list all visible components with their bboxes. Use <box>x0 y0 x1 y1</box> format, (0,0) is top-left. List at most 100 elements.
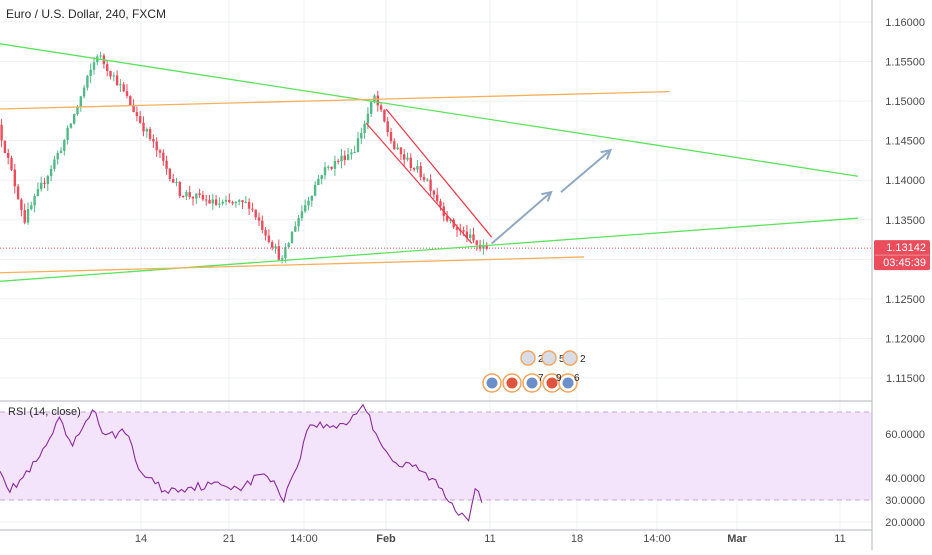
candle <box>422 173 426 183</box>
forecast-arrow[interactable] <box>491 190 553 245</box>
candle-body <box>409 157 412 169</box>
candle-body <box>132 104 135 113</box>
candle <box>30 201 33 211</box>
candle-body <box>168 168 172 180</box>
candle <box>274 243 277 254</box>
candle-body <box>310 195 313 201</box>
candle-body <box>119 84 122 86</box>
candle <box>139 111 142 124</box>
candle <box>175 177 178 187</box>
candle <box>307 196 310 211</box>
event-group-icon[interactable] <box>541 350 557 366</box>
candle <box>399 147 403 161</box>
candle-body <box>327 166 330 168</box>
time-axis-bg[interactable] <box>0 530 872 550</box>
time-tick-label: 14 <box>135 533 147 545</box>
channel-lower-line[interactable] <box>365 122 473 244</box>
candle <box>26 202 30 225</box>
candle <box>333 155 337 176</box>
candle <box>247 198 251 216</box>
candle <box>297 214 300 232</box>
candle-body <box>244 201 247 203</box>
candle <box>63 138 66 156</box>
candle-body <box>158 150 162 153</box>
event-icons-layer[interactable]: 2 5 2 7 9 6 <box>482 350 586 393</box>
candle-body <box>284 247 287 259</box>
candle-body <box>469 234 472 238</box>
candle-body <box>69 123 73 128</box>
candle-body <box>403 154 406 160</box>
candle <box>445 211 449 223</box>
candle <box>198 188 201 198</box>
candle-body <box>386 121 389 133</box>
event-flag-glyph-icon <box>562 377 574 389</box>
candle-body <box>333 160 337 169</box>
candle <box>472 227 475 244</box>
candle <box>350 149 353 160</box>
event-count-label: 6 <box>574 373 580 384</box>
time-tick-label: 14:00 <box>643 533 671 545</box>
candle <box>142 116 145 137</box>
candle-body <box>432 190 436 195</box>
forecast-arrow[interactable] <box>560 148 613 193</box>
candle <box>475 240 478 251</box>
candle <box>343 150 346 166</box>
candle <box>208 194 211 204</box>
candle-body <box>234 201 238 204</box>
candle <box>188 185 191 200</box>
candle <box>125 84 129 99</box>
candle <box>406 152 409 162</box>
candle-body <box>412 168 416 170</box>
candle-body <box>323 167 327 176</box>
event-group-icon[interactable] <box>562 350 578 366</box>
candle <box>162 149 165 166</box>
candle-body <box>247 201 251 209</box>
candle-body <box>300 211 304 219</box>
candle-body <box>449 219 452 221</box>
candle <box>135 106 139 122</box>
drawing-tools-layer[interactable] <box>0 42 859 282</box>
candle <box>416 159 419 173</box>
candle-body <box>13 169 16 187</box>
candle-body <box>152 138 155 142</box>
candle-body <box>218 203 221 205</box>
candle <box>99 51 102 59</box>
lower-orange-line[interactable] <box>0 256 585 274</box>
candle-body <box>379 105 383 110</box>
candle-body <box>241 200 244 203</box>
price-axis-bg[interactable] <box>872 0 932 550</box>
upper-green-trendline[interactable] <box>0 42 859 177</box>
candle-body <box>346 154 350 161</box>
candle-body <box>40 182 43 190</box>
rsi-line-layer <box>0 403 483 523</box>
candle <box>386 116 389 137</box>
candle <box>383 109 386 123</box>
price-tick-label: 1.14000 <box>885 175 925 187</box>
candle <box>234 201 238 208</box>
candle <box>482 239 485 255</box>
candle-body <box>178 182 181 197</box>
candle <box>261 215 264 234</box>
event-group-icon[interactable] <box>520 350 536 366</box>
event-count-label: 5 <box>559 354 565 365</box>
candle <box>89 63 92 83</box>
last-price-tag: 1.13142 03:45:39 <box>874 240 930 271</box>
candle-body <box>261 220 264 230</box>
candle-body <box>426 179 429 181</box>
rsi-indicator-label[interactable]: RSI (14, close) <box>8 406 81 418</box>
candle <box>264 227 267 241</box>
price-tick-label: 1.12500 <box>885 294 925 306</box>
candle <box>244 196 247 204</box>
channel-upper-line[interactable] <box>385 108 493 238</box>
lower-green-trendline[interactable] <box>0 217 859 282</box>
candle <box>327 165 330 171</box>
candle <box>320 174 323 185</box>
event-flag-glyph-icon <box>506 377 518 389</box>
candle <box>337 158 340 165</box>
price-tick-label: 1.11500 <box>886 373 925 385</box>
candle-body <box>205 199 208 201</box>
upper-orange-line[interactable] <box>0 90 670 110</box>
